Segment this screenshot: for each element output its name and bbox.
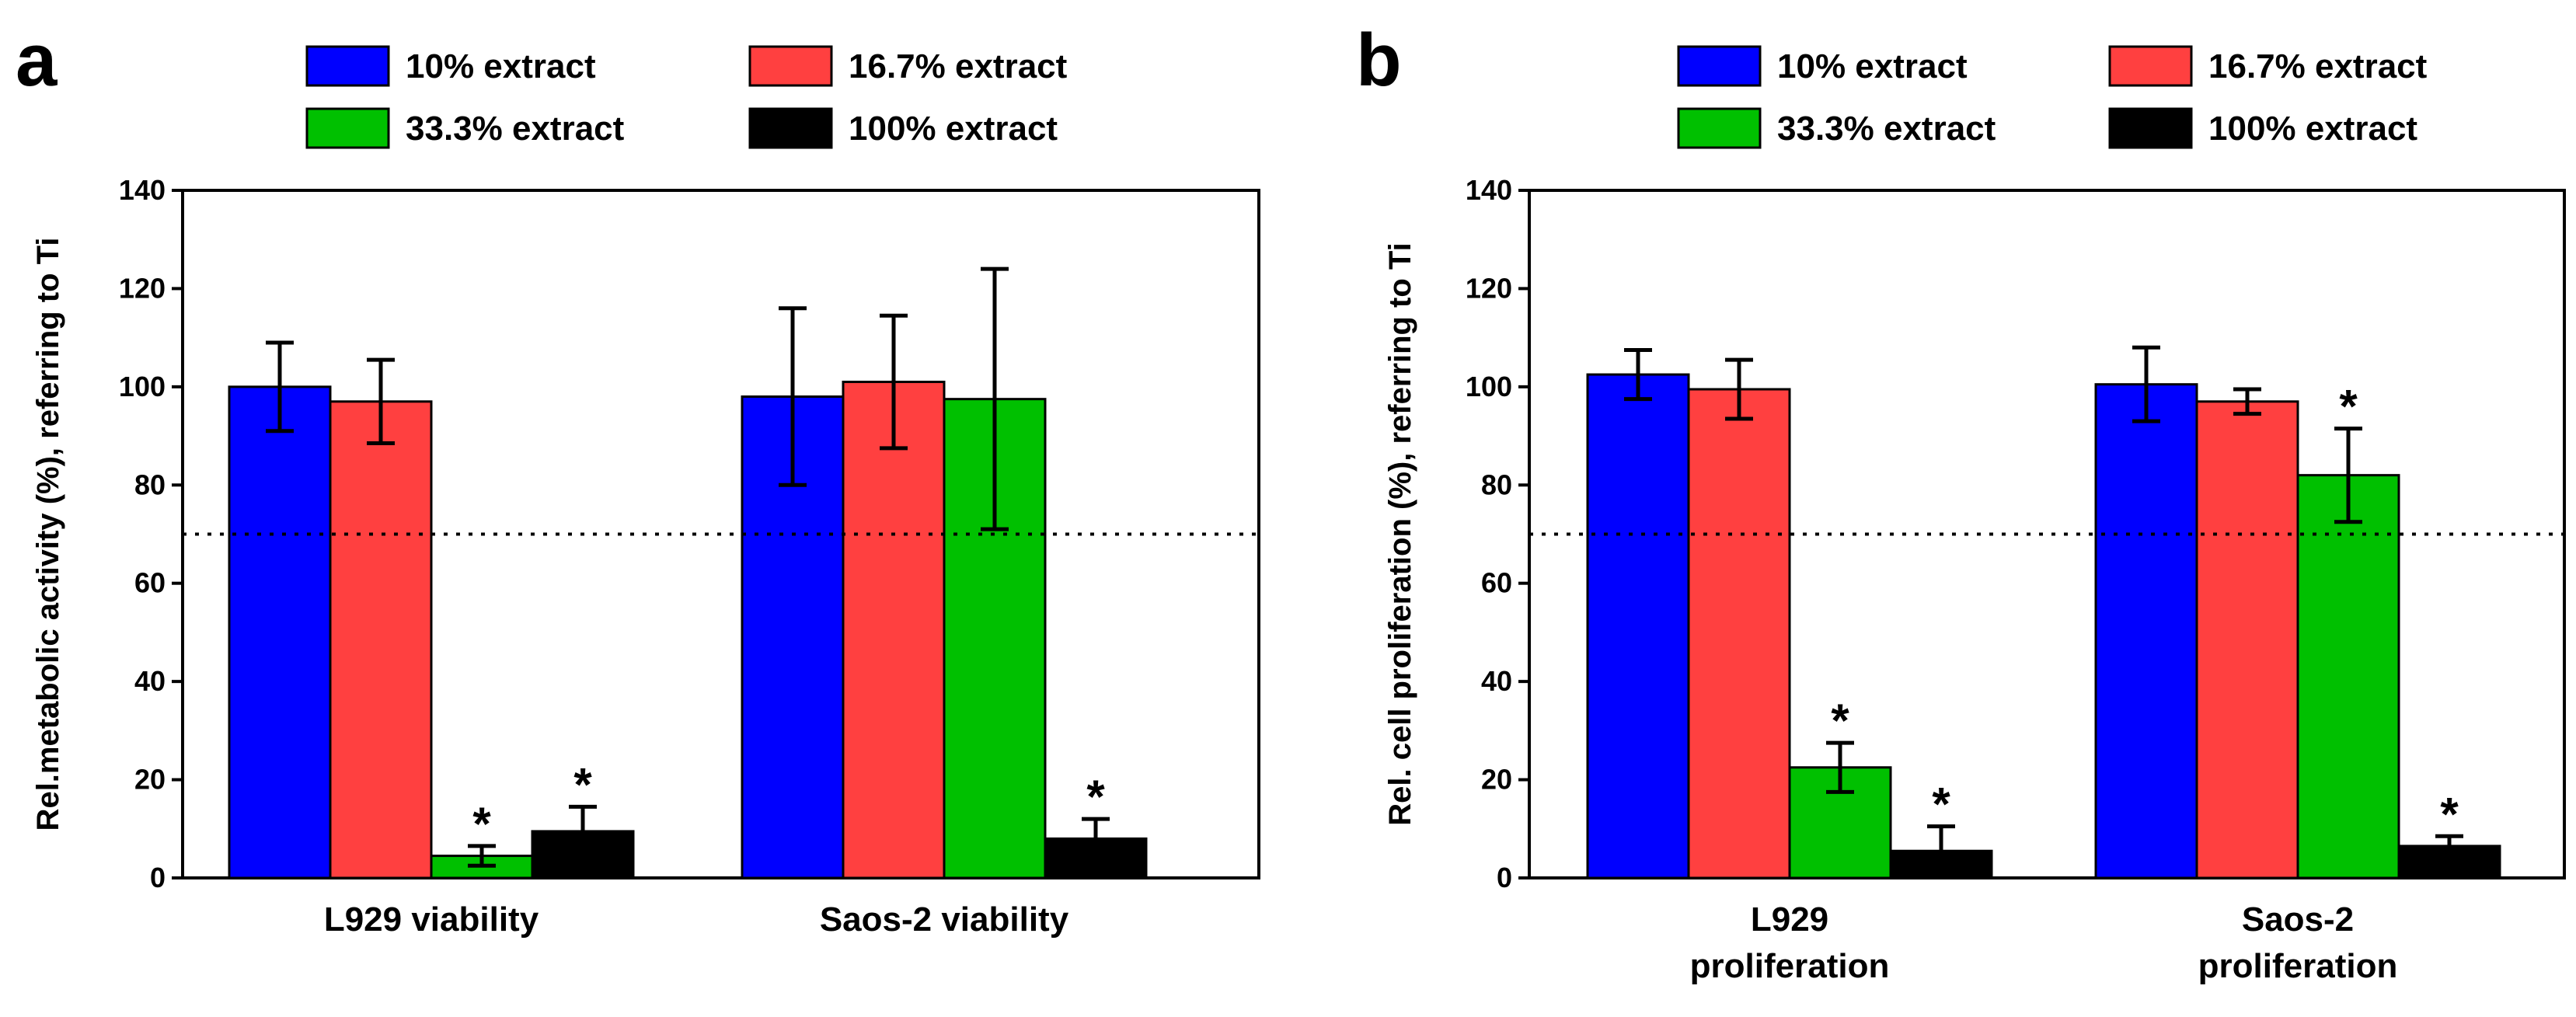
category-label: Saos-2 (2242, 900, 2354, 939)
significance-star: * (472, 798, 491, 850)
y-tick-label: 60 (1481, 567, 1512, 599)
legend-swatch (305, 45, 390, 87)
legend-swatch (748, 107, 833, 149)
legend-swatch (748, 45, 833, 87)
bar (2195, 400, 2299, 879)
category-label: proliferation (2198, 947, 2398, 985)
legend-swatch (2108, 45, 2193, 87)
significance-star: * (2440, 788, 2459, 840)
category-label: proliferation (1690, 947, 1890, 985)
legend-swatch (1677, 107, 1762, 149)
y-tick-label: 140 (119, 174, 166, 206)
category-label: L929 viability (324, 900, 539, 939)
bar (842, 381, 946, 879)
y-tick-label: 20 (134, 764, 166, 796)
legend-label: 33.3% extract (1777, 110, 1996, 148)
legend-label: 16.7% extract (2208, 47, 2428, 85)
panel-letter: a (16, 19, 58, 102)
panel-letter: b (1356, 19, 1402, 102)
legend-label: 10% extract (406, 47, 596, 85)
category-label: L929 (1751, 900, 1828, 939)
y-tick-label: 60 (134, 567, 166, 599)
significance-star: * (573, 758, 592, 810)
y-tick-label: 120 (119, 272, 166, 304)
legend-swatch (2108, 107, 2193, 149)
legend-swatch (1677, 45, 1762, 87)
y-tick-label: 80 (1481, 468, 1512, 500)
bar (2296, 474, 2400, 879)
y-tick-label: 20 (1481, 764, 1512, 796)
y-tick-label: 40 (1481, 665, 1512, 697)
legend-label: 33.3% extract (406, 110, 625, 148)
legend-label: 10% extract (1777, 47, 1968, 85)
y-tick-label: 0 (150, 862, 166, 893)
legend-label: 100% extract (2208, 110, 2417, 148)
y-tick-label: 100 (119, 371, 166, 402)
bar (228, 385, 332, 879)
legend-swatch (305, 107, 390, 149)
legend-label: 16.7% extract (849, 47, 1068, 85)
legend-label: 100% extract (849, 110, 1058, 148)
y-axis-title: Rel.metabolic activity (%), referring to… (31, 238, 65, 831)
y-axis-title: Rel. cell proliferation (%), referring t… (1383, 242, 1417, 826)
y-tick-label: 120 (1466, 272, 1512, 304)
bar (1687, 388, 1791, 879)
bar (2094, 383, 2198, 879)
y-tick-label: 0 (1497, 862, 1512, 893)
y-tick-label: 40 (134, 665, 166, 697)
significance-star: * (1932, 778, 1950, 831)
category-label: Saos-2 viability (820, 900, 1069, 939)
bar (1586, 373, 1690, 879)
bar (329, 400, 433, 879)
y-tick-label: 140 (1466, 174, 1512, 206)
significance-star: * (1086, 771, 1105, 823)
significance-star: * (1831, 695, 1849, 747)
y-tick-label: 100 (1466, 371, 1512, 402)
significance-star: * (2339, 381, 2358, 433)
y-tick-label: 80 (134, 468, 166, 500)
